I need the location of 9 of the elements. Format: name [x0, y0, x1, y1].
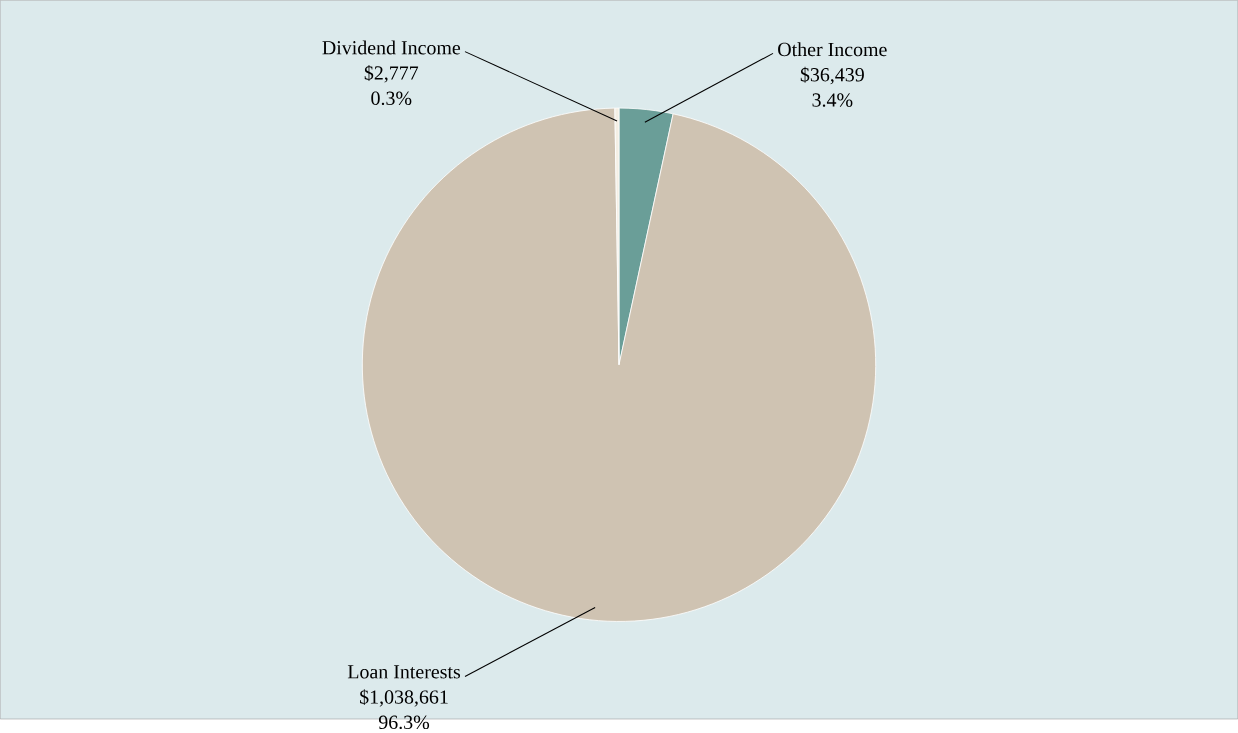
text: 96.3%	[378, 715, 430, 730]
slice-label: Dividend Income	[322, 40, 461, 55]
data-label: $1,038,661	[360, 689, 448, 707]
slice-label: Other Income	[778, 42, 887, 57]
text: 3.4%	[812, 93, 853, 107]
text: 0.3%	[371, 91, 412, 106]
slice-label: Loan Interests	[347, 665, 461, 679]
data-label: $36,439	[800, 66, 864, 85]
data-label: $2,777	[364, 65, 419, 83]
